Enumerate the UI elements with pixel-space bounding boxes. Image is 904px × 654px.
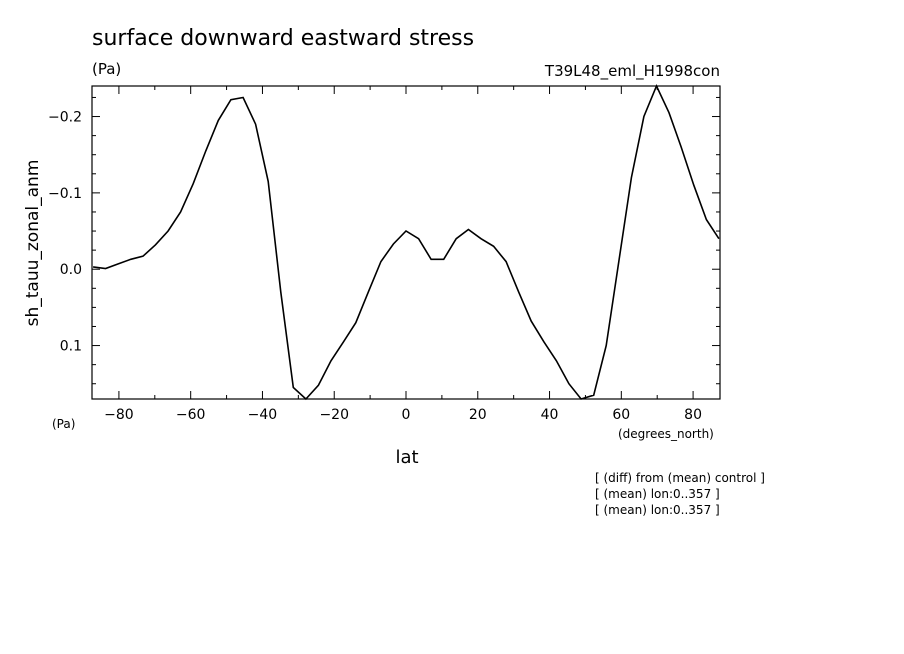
x-axis-label: lat (395, 447, 418, 468)
x-tick-label: 20 (469, 407, 487, 423)
x-tick-label: 40 (541, 407, 559, 423)
plot-frame (91, 85, 721, 400)
y-tick-label: 0.1 (60, 339, 82, 355)
x-tick-label: −20 (319, 407, 349, 423)
y-tick-label: 0.0 (60, 262, 82, 278)
y-tick-label: −0.2 (48, 110, 82, 126)
x-axis-units: (degrees_north) (618, 427, 714, 441)
x-tick-label: 80 (684, 407, 702, 423)
y-axis-label: sh_tauu_zonal_anm (23, 160, 43, 327)
series-line (92, 84, 720, 401)
x-tick-label: −80 (104, 407, 134, 423)
note-line-3: [ (mean) lon:0..357 ] (595, 503, 720, 517)
x-tick-label: −40 (248, 407, 278, 423)
y-axis-units: (Pa) (52, 417, 75, 431)
axis-ticks (92, 86, 720, 399)
x-tick-label: −60 (176, 407, 206, 423)
y-tick-labels: −0.2 −0.1 0.0 0.1 (48, 110, 82, 355)
y-tick-label: −0.1 (48, 186, 82, 202)
chart-units: (Pa) (92, 60, 121, 78)
chart-title: surface downward eastward stress (92, 26, 474, 51)
note-line-1: [ (diff) from (mean) control ] (595, 471, 765, 485)
x-tick-labels: −80 −60 −40 −20 0 20 40 60 80 (104, 407, 702, 423)
note-line-2: [ (mean) lon:0..357 ] (595, 487, 720, 501)
x-tick-label: 60 (612, 407, 630, 423)
x-tick-label: 0 (402, 407, 411, 423)
dataset-label: T39L48_eml_H1998con (544, 62, 720, 81)
